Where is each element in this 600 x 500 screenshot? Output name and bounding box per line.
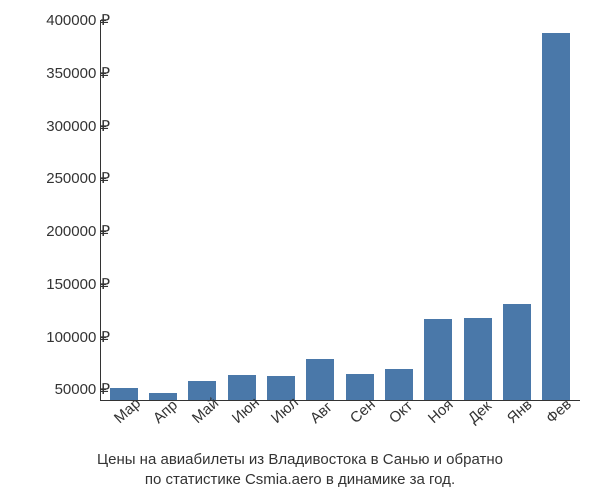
- bars-group: [100, 20, 580, 400]
- y-tick-label: 50000 ₽: [10, 380, 110, 398]
- caption-line-1: Цены на авиабилеты из Владивостока в Сан…: [0, 450, 600, 470]
- x-labels-group: МарАпрМайИюнИюлАвгСенОктНояДекЯнвФев: [100, 404, 580, 421]
- bar: [424, 319, 452, 400]
- y-tick-mark: [100, 389, 106, 390]
- bar: [306, 359, 334, 400]
- bar: [346, 374, 374, 400]
- bar: [542, 33, 570, 400]
- bar: [464, 318, 492, 400]
- y-tick-mark: [100, 231, 106, 232]
- y-tick-label: 350000 ₽: [10, 64, 110, 82]
- y-tick-mark: [100, 20, 106, 21]
- y-tick-mark: [100, 284, 106, 285]
- y-tick-label: 300000 ₽: [10, 117, 110, 135]
- bar: [385, 369, 413, 400]
- y-tick-label: 150000 ₽: [10, 275, 110, 293]
- y-tick-mark: [100, 337, 106, 338]
- bar: [503, 304, 531, 400]
- plot-area: [100, 20, 580, 400]
- y-tick-label: 100000 ₽: [10, 328, 110, 346]
- y-tick-mark: [100, 126, 106, 127]
- chart-caption: Цены на авиабилеты из Владивостока в Сан…: [0, 450, 600, 491]
- y-tick-mark: [100, 178, 106, 179]
- y-tick-mark: [100, 73, 106, 74]
- price-chart: 50000 ₽ 100000 ₽ 150000 ₽ 200000 ₽ 250000 ₽ 3…: [0, 0, 600, 500]
- y-tick-label: 200000 ₽: [10, 222, 110, 240]
- caption-line-2: по статистике Csmia.aero в динамике за г…: [0, 470, 600, 490]
- y-tick-label: 400000 ₽: [10, 11, 110, 29]
- y-tick-label: 250000 ₽: [10, 169, 110, 187]
